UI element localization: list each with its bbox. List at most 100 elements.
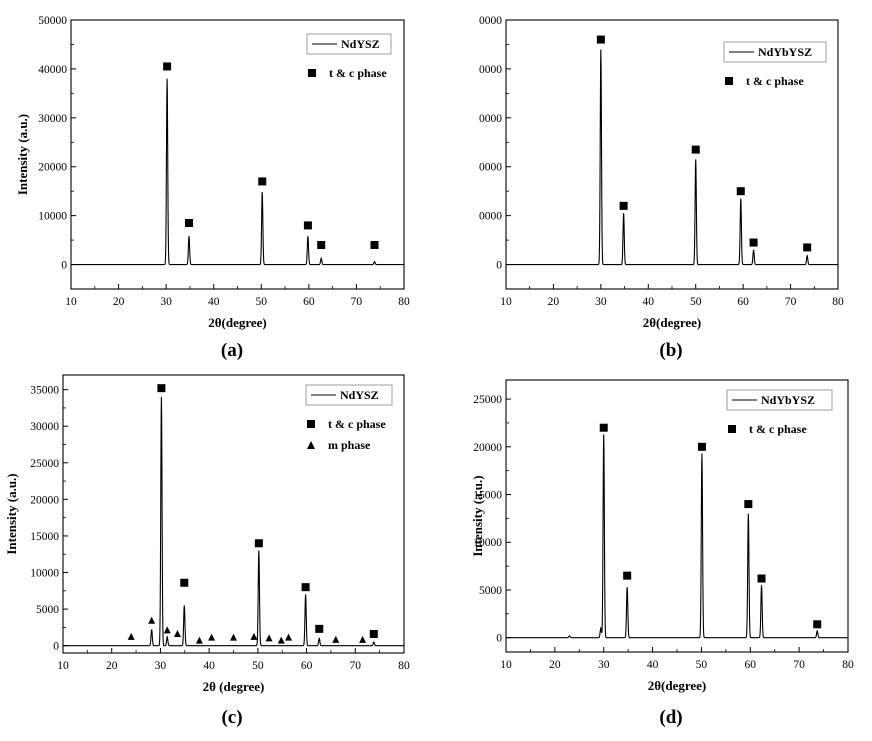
y-tick-label: 40000	[38, 64, 67, 76]
m-phase-marker	[359, 635, 367, 643]
m-phase-marker	[285, 633, 293, 641]
tc-phase-marker	[599, 423, 608, 432]
x-tick-label: 20	[106, 660, 118, 672]
x-tick-label: 40	[643, 296, 655, 308]
x-tick-label: 80	[398, 660, 410, 672]
x-tick-label: 30	[595, 296, 607, 308]
tc-phase-marker	[757, 574, 766, 583]
chart-panel-3: 10 20 30 40 50 60 70 80 0 5000 10000 15000 20000 2500…	[4, 374, 410, 728]
tc-phase-marker	[303, 221, 312, 230]
y-tick-label: 10000	[38, 211, 67, 223]
x-tick-label: 50	[252, 660, 264, 672]
m-phase-marker	[230, 633, 237, 641]
x-tick-label: 10	[500, 659, 512, 671]
y-tick-label: 15000	[30, 531, 59, 543]
x-tick-label: 10	[65, 296, 77, 308]
y-tick-label: 50000	[38, 15, 67, 27]
tc-phase-marker	[370, 240, 379, 249]
legend-m-marker	[307, 441, 315, 449]
legend-marker-label: t & c phase	[329, 66, 387, 80]
tc-phase-marker	[813, 620, 822, 629]
legend-box	[726, 389, 833, 411]
x-tick-label: 10	[500, 296, 512, 308]
m-phase-marker	[148, 616, 156, 624]
panel-label: (d)	[659, 707, 682, 728]
y-axis-label: Intensity (a.u.)	[470, 475, 485, 556]
y-tick-label: 0000	[479, 113, 502, 125]
legend-box	[723, 41, 827, 63]
y-tick-label: 25000	[473, 394, 502, 406]
x-tick-label: 60	[303, 296, 315, 308]
x-axis-label: 2θ(degree)	[648, 678, 707, 693]
tc-phase-marker	[596, 35, 605, 44]
plot-frame	[70, 19, 405, 290]
tc-phase-marker	[258, 177, 267, 186]
m-phase-marker	[173, 629, 181, 637]
y-tick-label: 0	[496, 633, 502, 645]
legend-series-label: NdYbYSZ	[761, 393, 815, 407]
panel-label: (a)	[221, 340, 243, 361]
m-phase-marker	[250, 632, 258, 640]
y-tick-label: 0000	[479, 162, 502, 174]
tc-phase-marker	[369, 629, 378, 638]
x-tick-label: 10	[57, 660, 69, 672]
tc-phase-marker	[697, 442, 706, 451]
x-tick-label: 20	[548, 296, 560, 308]
y-tick-label: 20000	[38, 162, 67, 174]
chart-panel-4: 10 20 30 40 50 60 70 80 0 5000 10000 15000 20000 2500…	[470, 379, 854, 728]
panel-label: (c)	[221, 707, 242, 728]
tc-phase-marker	[803, 243, 812, 252]
y-tick-label: 20000	[30, 494, 59, 506]
y-tick-label: 0000	[479, 15, 502, 27]
m-phase-marker	[208, 633, 216, 641]
y-tick-label: 30000	[38, 113, 67, 125]
y-tick-label: 0	[53, 641, 59, 653]
y-tick-label: 0	[496, 260, 502, 272]
x-tick-label: 80	[832, 296, 844, 308]
legend-tc-marker	[728, 425, 736, 433]
y-tick-label: 5000	[479, 585, 502, 597]
y-tick-label: 10000	[30, 568, 59, 580]
x-tick-label: 20	[113, 296, 125, 308]
x-tick-label: 50	[696, 659, 708, 671]
y-axis-label: Intensity (a.u.)	[15, 114, 30, 195]
x-tick-label: 70	[351, 296, 363, 308]
tc-phase-marker	[184, 218, 193, 227]
legend-series-label: NdYSZ	[340, 388, 379, 402]
y-tick-label: 15000	[473, 490, 502, 502]
tc-phase-marker	[619, 201, 628, 210]
series-line-NdYbYSZ	[506, 434, 848, 639]
x-tick-label: 40	[647, 659, 659, 671]
x-tick-label: 80	[842, 659, 854, 671]
tc-phase-marker	[180, 578, 189, 587]
plot-frame	[505, 379, 849, 653]
x-tick-label: 30	[160, 296, 172, 308]
x-tick-label: 60	[301, 660, 313, 672]
legend-tc-marker	[307, 420, 315, 428]
x-tick-label: 70	[785, 296, 797, 308]
x-tick-label: 40	[203, 660, 215, 672]
legend-marker-label: t & c phase	[749, 422, 807, 436]
y-tick-label: 10000	[473, 537, 502, 549]
x-tick-label: 30	[155, 660, 167, 672]
m-phase-marker	[195, 636, 203, 644]
tc-phase-marker	[623, 571, 632, 580]
y-tick-label: 0000	[479, 211, 502, 223]
m-phase-marker	[127, 632, 135, 640]
legend-marker-label: m phase	[328, 438, 371, 452]
legend-tc-marker	[308, 69, 316, 77]
x-tick-label: 40	[208, 296, 220, 308]
legend-series-label: NdYbYSZ	[758, 45, 812, 59]
y-tick-label: 20000	[473, 442, 502, 454]
x-tick-label: 70	[793, 659, 805, 671]
chart-panel-2: 10 20 30 40 50 60 70 800000000000000000000002θ(…	[479, 15, 844, 361]
x-axis-label: 2θ (degree)	[203, 679, 265, 694]
m-phase-marker	[163, 626, 171, 634]
legend-marker-label: t & c phase	[746, 74, 804, 88]
tc-phase-marker	[749, 238, 758, 247]
series-line-NdYSZ	[63, 396, 404, 647]
m-phase-marker	[332, 635, 340, 643]
y-tick-label: 30000	[30, 421, 59, 433]
series-line-NdYbYSZ	[506, 49, 838, 266]
